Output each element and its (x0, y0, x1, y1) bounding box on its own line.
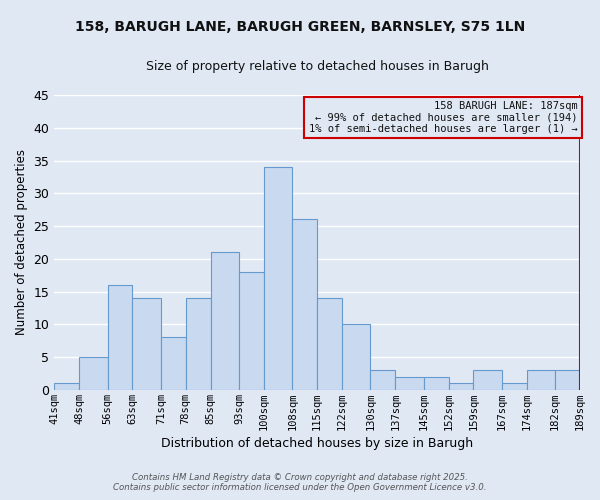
Bar (473, 370, 502, 390)
X-axis label: Distribution of detached houses by size in Barugh: Distribution of detached houses by size … (161, 437, 473, 450)
Bar (424, 376, 449, 390)
Bar (133, 298, 161, 390)
Bar (79, 357, 107, 390)
Bar (161, 338, 186, 390)
Text: 158, BARUGH LANE, BARUGH GREEN, BARNSLEY, S75 1LN: 158, BARUGH LANE, BARUGH GREEN, BARNSLEY… (75, 20, 525, 34)
Title: Size of property relative to detached houses in Barugh: Size of property relative to detached ho… (146, 60, 488, 73)
Bar (54, 383, 79, 390)
Bar (107, 285, 133, 390)
Y-axis label: Number of detached properties: Number of detached properties (15, 150, 28, 336)
Bar (239, 272, 264, 390)
Bar (292, 220, 317, 390)
Bar (317, 298, 342, 390)
Bar (449, 383, 473, 390)
Bar (211, 252, 239, 390)
Bar (264, 167, 292, 390)
Bar (342, 324, 370, 390)
Text: Contains HM Land Registry data © Crown copyright and database right 2025.: Contains HM Land Registry data © Crown c… (132, 474, 468, 482)
Bar (555, 370, 580, 390)
Bar (370, 370, 395, 390)
Text: 158 BARUGH LANE: 187sqm
← 99% of detached houses are smaller (194)
1% of semi-de: 158 BARUGH LANE: 187sqm ← 99% of detache… (308, 101, 577, 134)
Text: Contains public sector information licensed under the Open Government Licence v3: Contains public sector information licen… (113, 484, 487, 492)
Bar (502, 383, 527, 390)
Bar (527, 370, 555, 390)
Bar (186, 298, 211, 390)
Bar (395, 376, 424, 390)
